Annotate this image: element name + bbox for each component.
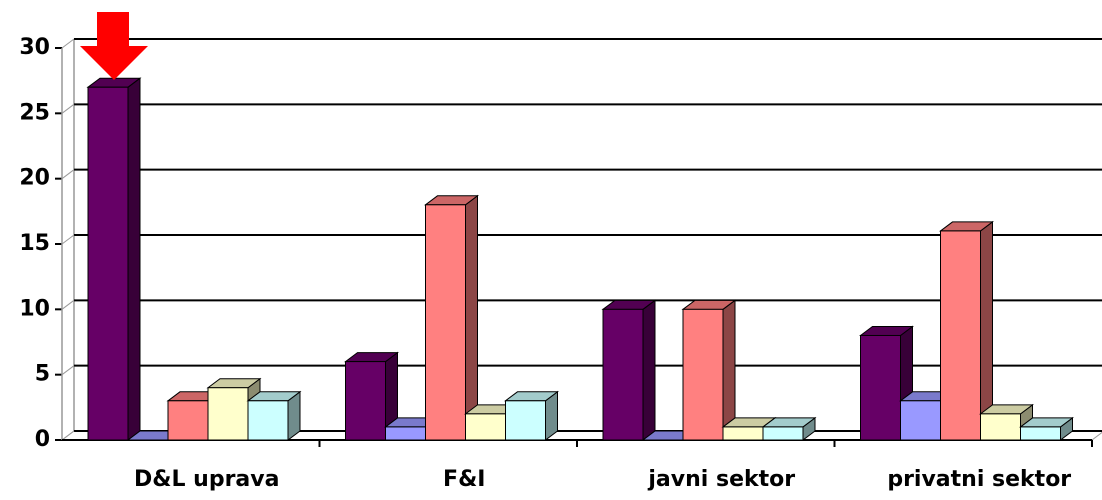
bar: [465, 413, 506, 441]
bar: [505, 400, 546, 441]
y-tick-label: 0: [35, 427, 50, 452]
y-tick-label: 30: [19, 35, 50, 60]
bar: [247, 400, 289, 441]
bar: [980, 413, 1021, 441]
wall-tick: [61, 430, 75, 441]
bar-side: [642, 299, 656, 441]
wall-tick: [61, 299, 75, 310]
bar: [1020, 426, 1061, 441]
x-tick-label: javni sektor: [647, 467, 795, 492]
arrow-shaft: [97, 12, 129, 46]
y-tick-label: 5: [35, 362, 50, 387]
wall-tick: [61, 103, 75, 114]
x-tick-label: F&I: [443, 467, 485, 492]
bar-side: [465, 194, 478, 441]
bar: [762, 426, 804, 441]
bar: [722, 426, 764, 441]
x-tick-label: D&L uprava: [134, 467, 279, 492]
wall-tick: [61, 365, 75, 376]
bar: [167, 400, 209, 441]
wall-tick: [61, 38, 75, 49]
bar-side: [127, 77, 141, 441]
annotation-arrow: [80, 12, 148, 80]
wall-tick: [61, 169, 75, 180]
bar: [900, 400, 941, 441]
y-tick-label: 10: [19, 296, 50, 321]
y-tick-label: 25: [19, 100, 50, 125]
bar: [860, 334, 901, 441]
arrow-head: [80, 46, 148, 80]
x-tick-label: privatni sektor: [887, 467, 1071, 492]
bar: [207, 387, 249, 441]
bar: [940, 230, 981, 441]
bar: [425, 204, 466, 441]
bar: [602, 308, 644, 441]
bar: [682, 308, 724, 441]
wall-tick: [61, 234, 75, 245]
bar: [87, 86, 129, 441]
bar: [385, 426, 426, 441]
bar: [345, 361, 386, 441]
y-tick-label: 15: [19, 231, 50, 256]
y-tick-label: 20: [19, 166, 50, 191]
